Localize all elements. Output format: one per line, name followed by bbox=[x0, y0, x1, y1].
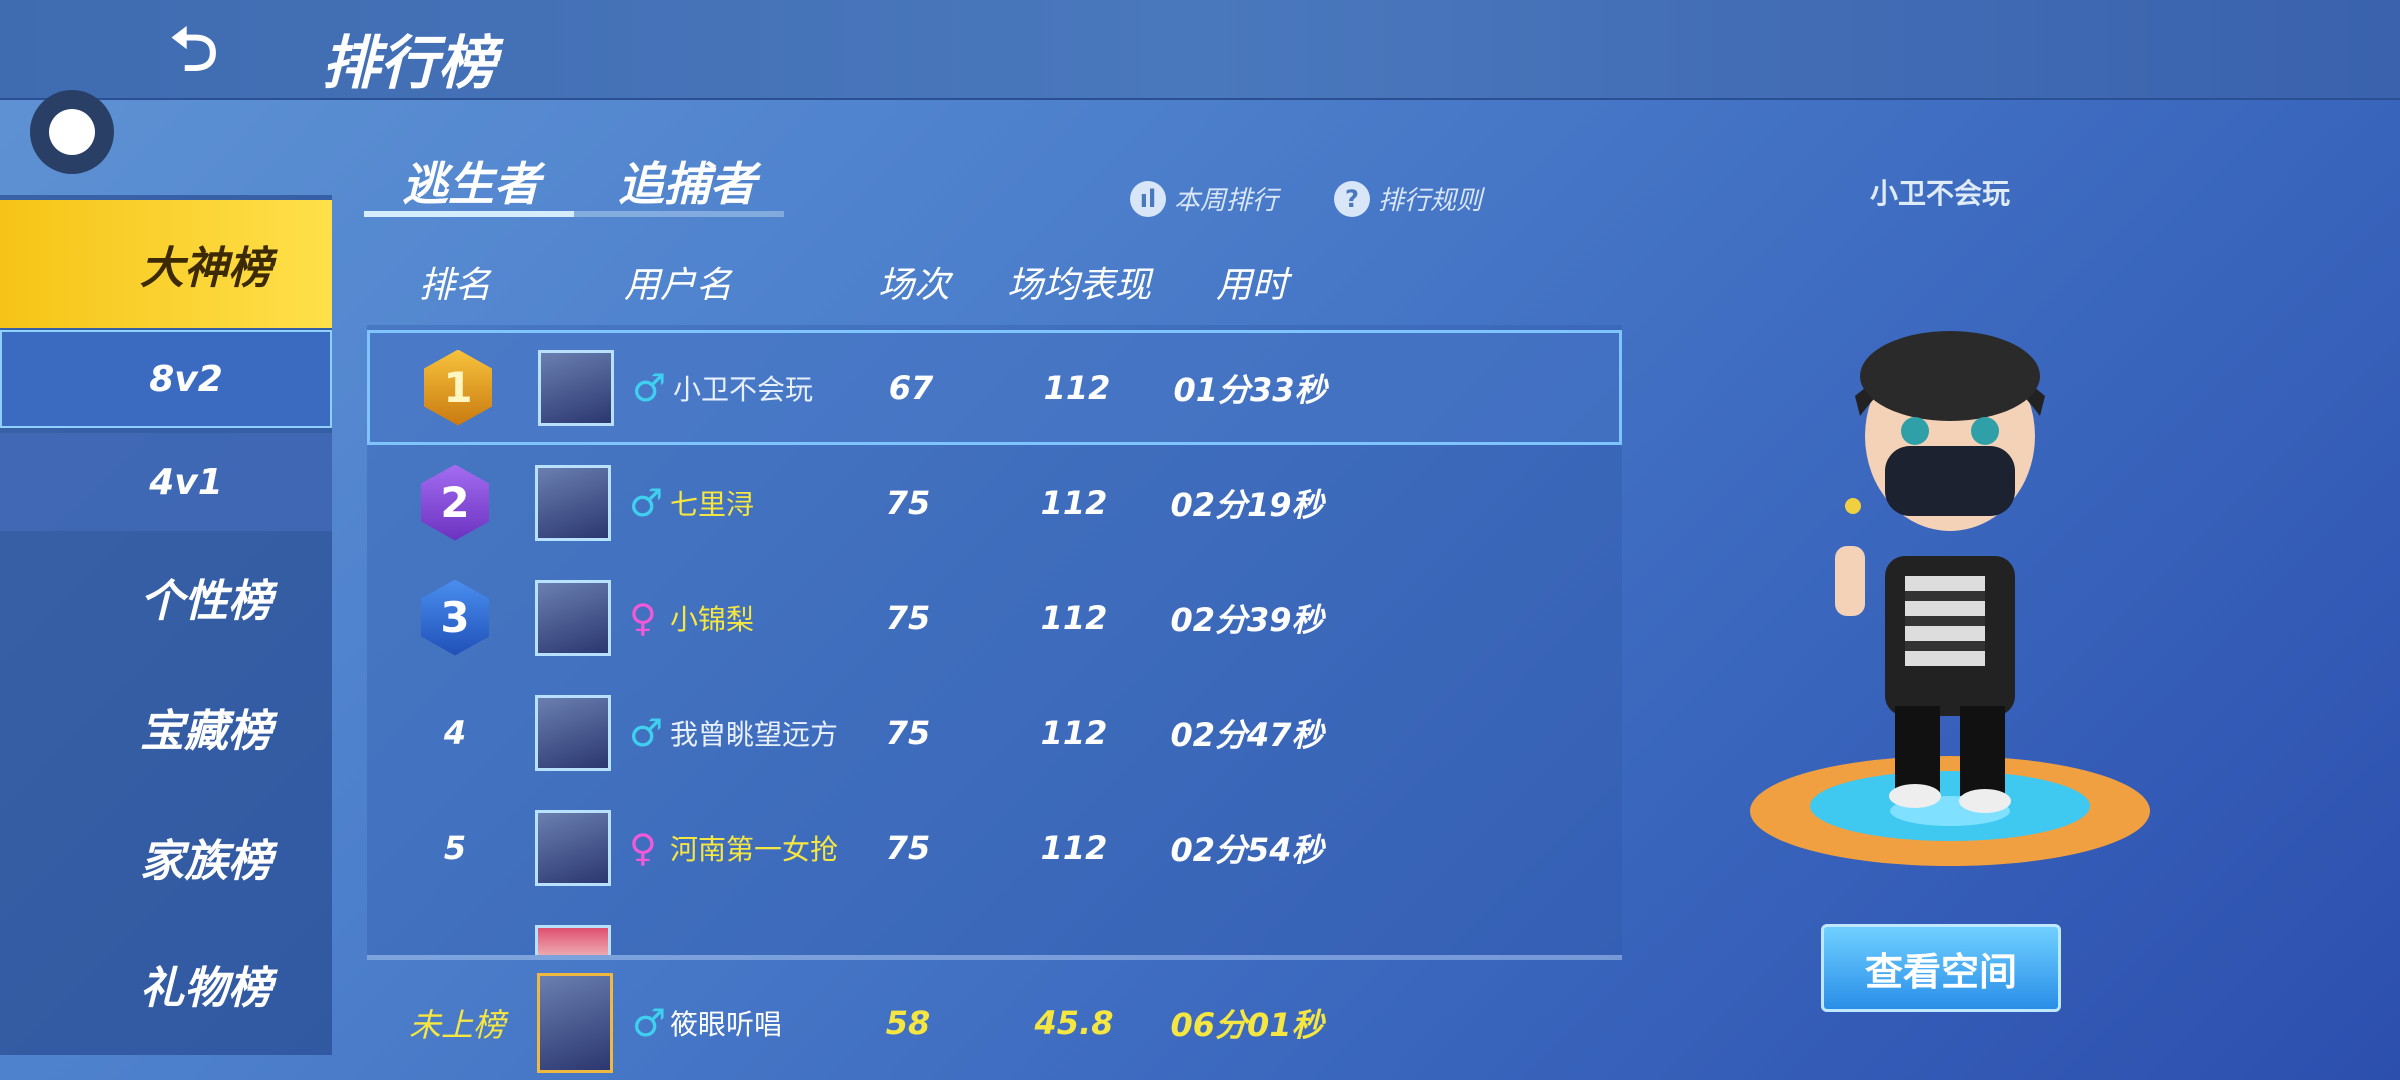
self-rank: 未上榜 bbox=[408, 1005, 506, 1044]
tab-underline bbox=[364, 211, 784, 217]
page-title: 排行榜 bbox=[322, 29, 497, 97]
rank-badge-icon: 2 bbox=[421, 464, 489, 541]
username: 筱眼听唱 bbox=[670, 1007, 783, 1041]
character-model bbox=[1750, 331, 2150, 866]
avg-score: 112 bbox=[1043, 368, 1111, 407]
col-games: 场次 bbox=[877, 265, 951, 306]
male-icon: ♂ bbox=[629, 480, 664, 525]
avg-score: 112 bbox=[1040, 713, 1108, 752]
top-bar: ⮌ 排行榜 bbox=[0, 0, 2400, 100]
avatar[interactable] bbox=[535, 464, 611, 541]
username: 小锦梨 bbox=[670, 602, 755, 636]
table-row[interactable]: 3 ♀ 小锦梨 75 112 02分39秒 bbox=[367, 560, 1622, 675]
table-row[interactable]: 2 ♂ 七里浔 75 112 02分19秒 bbox=[367, 445, 1622, 560]
time: 02分54秒 bbox=[1170, 830, 1324, 869]
rank: 5 bbox=[443, 828, 467, 867]
games: 75 bbox=[885, 483, 931, 522]
time: 02分39秒 bbox=[1170, 600, 1324, 639]
table-row[interactable]: 5 ♀ 河南第一女抢 75 112 02分54秒 bbox=[367, 790, 1622, 905]
col-avg: 场均表现 bbox=[1006, 265, 1152, 306]
username: 河南第一女抢 bbox=[670, 832, 839, 866]
rank-badge-icon: 3 bbox=[421, 579, 489, 656]
avg-score: 45.8 bbox=[1034, 1003, 1114, 1042]
avg-score: 112 bbox=[1040, 598, 1108, 637]
username: 七里浔 bbox=[670, 487, 755, 521]
back-arrow-icon[interactable]: ⮌ bbox=[170, 15, 219, 85]
col-rank: 排名 bbox=[418, 265, 492, 306]
rank-badge-icon: 1 bbox=[424, 349, 492, 426]
female-icon: ♀ bbox=[629, 825, 657, 870]
username: 小卫不会玩 bbox=[673, 372, 814, 406]
avg-score: 112 bbox=[1040, 483, 1108, 522]
question-icon: ? bbox=[1334, 180, 1370, 217]
male-icon: ♂ bbox=[632, 365, 667, 410]
view-space-button[interactable]: 查看空间 bbox=[1821, 924, 2061, 1012]
male-icon: ♂ bbox=[629, 710, 664, 755]
sidebar-item-personality[interactable]: 个性榜 bbox=[140, 576, 272, 627]
profile-name: 小卫不会玩 bbox=[1869, 177, 2011, 210]
rules-button[interactable]: ? 排行规则 bbox=[1334, 180, 1482, 217]
table-row[interactable]: 4 ♂ 我曾眺望远方 75 112 02分47秒 bbox=[367, 675, 1622, 790]
time: 01分33秒 bbox=[1173, 370, 1327, 409]
bar-chart-icon: ıl bbox=[1130, 180, 1166, 217]
col-username: 用户名 bbox=[623, 265, 733, 306]
weekly-rank-button[interactable]: ıl 本周排行 bbox=[1130, 180, 1278, 217]
male-icon: ♂ bbox=[632, 1000, 667, 1045]
table-row[interactable]: 1 ♂ 小卫不会玩 67 112 01分33秒 bbox=[367, 330, 1622, 445]
avatar[interactable] bbox=[537, 972, 613, 1073]
ranking-list[interactable]: 1 ♂ 小卫不会玩 67 112 01分33秒 2 ♂ 七里浔 75 112 02… bbox=[367, 325, 1622, 955]
female-icon: ♀ bbox=[629, 595, 657, 640]
time: 02分47秒 bbox=[1170, 715, 1324, 754]
avg-score: 112 bbox=[1040, 828, 1108, 867]
rank: 4 bbox=[443, 713, 467, 752]
tab-active-indicator bbox=[364, 211, 574, 217]
avatar[interactable] bbox=[535, 809, 611, 886]
games: 58 bbox=[885, 1003, 931, 1042]
floating-ball-button[interactable] bbox=[30, 90, 114, 174]
tab-chaser[interactable]: 追捕者 bbox=[618, 157, 756, 211]
avatar[interactable] bbox=[538, 349, 614, 426]
avatar[interactable] bbox=[535, 925, 611, 955]
sidebar-item-8v2[interactable]: 8v2 bbox=[0, 330, 332, 428]
username: 我曾眺望远方 bbox=[670, 717, 839, 751]
time: 06分01秒 bbox=[1170, 1005, 1324, 1044]
sidebar-item-4v1[interactable]: 4v1 bbox=[0, 433, 332, 531]
time: 02分19秒 bbox=[1170, 485, 1324, 524]
games: 75 bbox=[885, 713, 931, 752]
divider bbox=[367, 955, 1622, 960]
tab-escaper[interactable]: 逃生者 bbox=[402, 157, 540, 211]
sidebar-item-treasure[interactable]: 宝藏榜 bbox=[140, 706, 272, 757]
avatar[interactable] bbox=[535, 579, 611, 656]
avatar[interactable] bbox=[535, 694, 611, 771]
rules-label: 排行规则 bbox=[1378, 186, 1483, 216]
games: 75 bbox=[885, 828, 931, 867]
games: 67 bbox=[888, 368, 934, 407]
games: 75 bbox=[885, 598, 931, 637]
sidebar-item-gift[interactable]: 礼物榜 bbox=[140, 963, 272, 1014]
sidebar-item-gods[interactable]: 大神榜 bbox=[0, 200, 332, 328]
self-rank-row[interactable]: 未上榜 ♂ 筱眼听唱 58 45.8 06分01秒 bbox=[367, 965, 1622, 1080]
sidebar-item-family[interactable]: 家族榜 bbox=[140, 836, 272, 887]
weekly-rank-label: 本周排行 bbox=[1174, 186, 1279, 216]
col-time: 用时 bbox=[1215, 265, 1289, 306]
sidebar: 大神榜 8v2 4v1 个性榜 宝藏榜 家族榜 礼物榜 bbox=[0, 195, 332, 1055]
